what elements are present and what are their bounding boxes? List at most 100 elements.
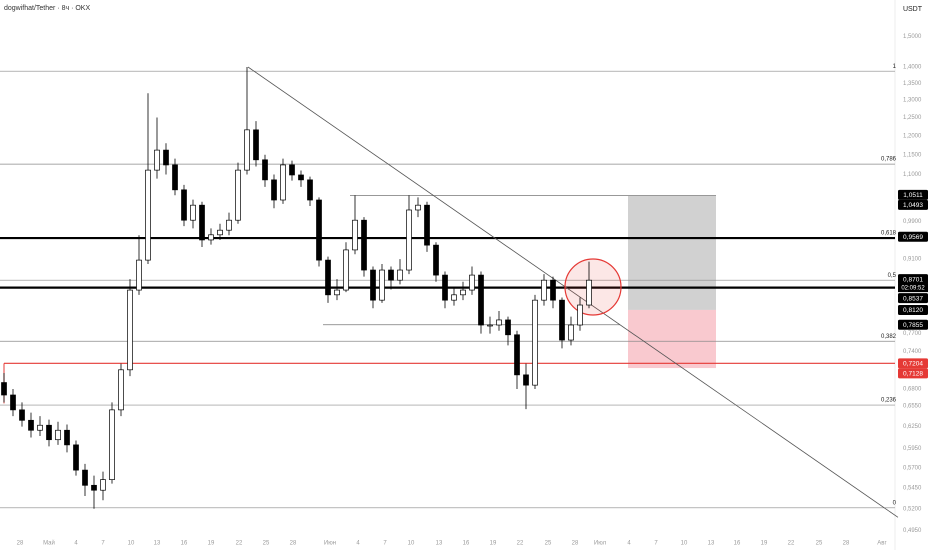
price-badge bbox=[898, 189, 928, 200]
x-tick-label: 19 bbox=[490, 541, 497, 547]
y-tick-label: 0,6800 bbox=[903, 387, 922, 393]
price-badge bbox=[898, 358, 928, 369]
candle-body bbox=[127, 289, 133, 371]
candle-body bbox=[343, 249, 349, 291]
x-tick-label: 7 bbox=[383, 541, 387, 547]
candle-body bbox=[316, 199, 322, 261]
candle-body bbox=[379, 269, 385, 301]
candle-body bbox=[199, 204, 205, 241]
y-tick-label: 0,6550 bbox=[903, 403, 922, 409]
trendline bbox=[247, 66, 899, 518]
candle-body bbox=[514, 334, 520, 376]
candle-body bbox=[262, 159, 268, 181]
candle-body bbox=[37, 424, 43, 431]
x-tick-label: Авг bbox=[877, 541, 887, 547]
candle-body bbox=[523, 374, 529, 386]
x-tick-label: 22 bbox=[788, 541, 795, 547]
y-tick-label: 1,2500 bbox=[903, 115, 922, 121]
x-tick-label: 10 bbox=[408, 541, 415, 547]
x-tick-label: 4 bbox=[627, 541, 631, 547]
x-tick-label: 28 bbox=[572, 541, 579, 547]
price-badge bbox=[898, 319, 928, 330]
y-tick-label: 0,9900 bbox=[903, 219, 922, 225]
y-tick-label: 0,5450 bbox=[903, 485, 922, 491]
candle-body bbox=[586, 279, 592, 306]
candle-body bbox=[217, 229, 223, 236]
price-badge-label: 1,0493 bbox=[903, 202, 923, 209]
candle-body bbox=[469, 274, 475, 291]
x-tick-label: 4 bbox=[74, 541, 78, 547]
candle-body bbox=[28, 419, 34, 431]
x-tick-label: 16 bbox=[181, 541, 188, 547]
fib-label: 1 bbox=[893, 64, 897, 70]
candle-body bbox=[487, 324, 493, 327]
candle-body bbox=[577, 304, 583, 326]
candle-body bbox=[226, 219, 232, 231]
currency-label: USDT bbox=[903, 6, 923, 13]
candle-body bbox=[334, 289, 340, 296]
x-tick-label: 16 bbox=[734, 541, 741, 547]
candle-body bbox=[172, 164, 178, 191]
price-badge-label: 0,8537 bbox=[903, 295, 923, 302]
x-tick-label: 10 bbox=[128, 541, 135, 547]
price-badge-label: 0,9569 bbox=[903, 234, 923, 241]
candle-body bbox=[406, 209, 412, 271]
candle-body bbox=[73, 444, 79, 471]
candle-body bbox=[208, 234, 214, 241]
x-tick-label: Июн bbox=[324, 541, 336, 547]
price-badge bbox=[898, 274, 928, 285]
x-tick-label: 10 bbox=[681, 541, 688, 547]
candle-body bbox=[496, 319, 502, 326]
fib-label: 0 bbox=[893, 500, 897, 506]
candle-body bbox=[568, 324, 574, 341]
candle-body bbox=[271, 179, 277, 201]
price-badge bbox=[898, 293, 928, 304]
candle-body bbox=[163, 149, 169, 166]
x-tick-label: 16 bbox=[463, 541, 470, 547]
price-badge-label: 0,8701 bbox=[903, 276, 923, 283]
x-tick-label: 25 bbox=[545, 541, 552, 547]
candle-body bbox=[325, 259, 331, 296]
chart-title: dogwifhat/Tether · 8ч · OKX bbox=[4, 5, 90, 12]
y-tick-label: 1,3000 bbox=[903, 98, 922, 104]
candle-body bbox=[100, 479, 106, 491]
candle-body bbox=[289, 164, 295, 176]
candle-body bbox=[253, 129, 259, 161]
fib-label: 0,382 bbox=[881, 334, 897, 340]
countdown-badge bbox=[898, 283, 928, 293]
candle-body bbox=[433, 244, 439, 276]
x-tick-label: 28 bbox=[17, 541, 24, 547]
x-tick-label: 13 bbox=[436, 541, 443, 547]
countdown: 02:09:52 bbox=[901, 286, 925, 292]
candle-body bbox=[541, 279, 547, 301]
candle-body bbox=[55, 429, 61, 441]
x-tick-label: 28 bbox=[843, 541, 850, 547]
price-badge-label: 0,7855 bbox=[903, 322, 923, 329]
candle-body bbox=[388, 269, 394, 281]
y-tick-label: 1,4000 bbox=[903, 65, 922, 71]
candle-body bbox=[10, 394, 16, 411]
y-tick-label: 0,5200 bbox=[903, 506, 922, 512]
y-tick-label: 1,3500 bbox=[903, 81, 922, 87]
target-zone bbox=[628, 195, 716, 310]
candle-body bbox=[415, 204, 421, 211]
y-tick-label: 1,1500 bbox=[903, 152, 922, 158]
candle-body bbox=[550, 279, 556, 301]
price-badge bbox=[898, 304, 928, 315]
x-tick-label: 25 bbox=[263, 541, 270, 547]
y-tick-label: 0,4950 bbox=[903, 528, 922, 534]
candle-body bbox=[370, 269, 376, 301]
fib-label: 0,786 bbox=[881, 157, 897, 163]
candle-body bbox=[505, 319, 511, 336]
candle-body bbox=[91, 484, 97, 491]
price-badge-label: 1,0511 bbox=[903, 192, 923, 199]
candle-body bbox=[145, 169, 151, 261]
y-tick-label: 1,5000 bbox=[903, 34, 922, 40]
candle-body bbox=[118, 369, 124, 411]
candle-body bbox=[64, 429, 70, 446]
y-tick-label: 1,2000 bbox=[903, 133, 922, 139]
x-tick-label: 4 bbox=[356, 541, 360, 547]
y-tick-label: 0,9100 bbox=[903, 257, 922, 263]
